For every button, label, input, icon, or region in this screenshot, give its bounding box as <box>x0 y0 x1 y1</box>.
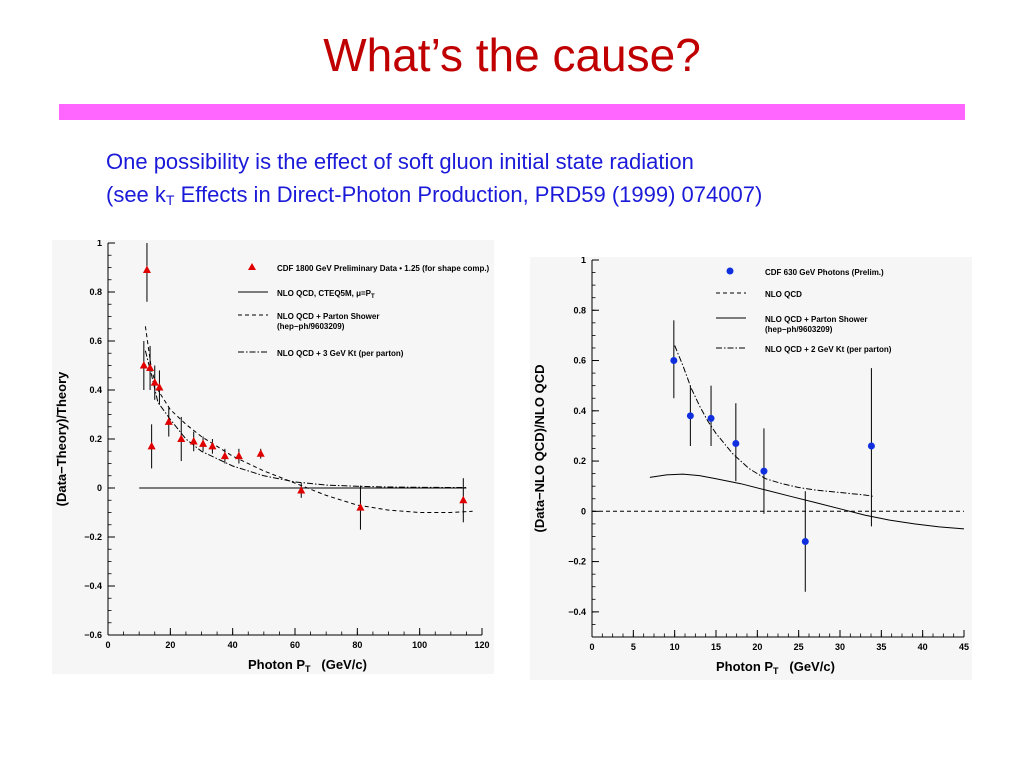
chart0-data-point <box>199 439 208 447</box>
chart0-y-tick-label: 1 <box>97 240 102 248</box>
chart1-data-point <box>686 412 694 420</box>
chart1-x-tick-label: 15 <box>711 642 721 652</box>
chart1-y-tick-label: 0 <box>581 506 586 516</box>
chart1-y-tick-label: −0.2 <box>568 557 586 567</box>
chart0-data-point <box>459 495 468 504</box>
chart1-x-tick-label: 45 <box>959 642 969 652</box>
chart0-y-axis-label: (Data−Theory)/Theory <box>54 371 69 506</box>
chart0-legend-label: NLO QCD + 3 GeV Kt (per parton) <box>277 349 404 358</box>
chart-panel-1800gev: −0.6 −0.4 −0.2 0 0.2 0.4 0.6 0.8 1 0 20 40 60 80 100 12… <box>52 238 494 674</box>
chart1-y-tick-label: 0.8 <box>573 305 586 315</box>
chart0-data-point <box>256 449 265 457</box>
chart1-data-point <box>732 439 740 447</box>
subtitle-line-2: (see kT Effects in Direct-Photon Product… <box>106 182 762 208</box>
chart0-y-tick-label: 0.6 <box>89 336 102 346</box>
subtitle-line-1: One possibility is the effect of soft gl… <box>106 149 694 174</box>
chart0-data-point <box>234 451 243 460</box>
chart0-data-point <box>208 441 217 450</box>
chart1-y-tick-label: 1 <box>581 257 586 265</box>
subtitle-line-2-post: Effects in Direct-Photon Production, PRD… <box>174 182 763 207</box>
chart1-curve-solid <box>649 473 965 530</box>
chart1-y-axis-label: (Data−NLO QCD)/NLO QCD <box>532 365 547 533</box>
chart0-x-tick-label: 20 <box>165 640 175 650</box>
chart1-x-tick-label: 40 <box>918 642 928 652</box>
chart0-y-tick-label: −0.2 <box>84 532 102 542</box>
chart0-data-point <box>356 503 365 511</box>
chart0-x-tick-label: 120 <box>474 640 489 650</box>
chart0-y-tick-label: 0.8 <box>89 287 102 297</box>
chart0-legend-label: NLO QCD, CTEQ5M, μ=PT <box>277 289 375 300</box>
chart1-data-point <box>670 357 678 365</box>
chart0-curve-dashed <box>144 326 473 513</box>
chart0-x-tick-label: 80 <box>352 640 362 650</box>
chart-630gev: −0.4−0.200.20.40.60.810 5 10 15 20 25 30 35 40 45… <box>532 255 969 676</box>
chart1-y-tick-label: 0.4 <box>573 406 586 416</box>
chart1-y-tick-label: 0.6 <box>573 356 586 366</box>
chart0-data-point <box>177 434 186 442</box>
chart-panel-630gev: −0.4 −0.2 0 0.2 0.4 0.6 0.8 1 0 5 10 15 20 25 30 35 40 45… <box>530 255 972 680</box>
chart0-legend-marker <box>248 263 256 270</box>
chart1-x-tick-label: 10 <box>670 642 680 652</box>
chart0-y-tick-label: −0.4 <box>84 581 102 591</box>
chart-1800gev: −0.6 −0.4 −0.2 0 0.2 0.4 0.6 0.8 1 0 20 40 60 80 100 12… <box>54 238 490 674</box>
chart1-legend-label: CDF 630 GeV Photons (Prelim.) <box>765 268 884 277</box>
chart0-x-tick-label: 0 <box>105 640 110 650</box>
chart0-y-tick-label: 0 <box>97 483 102 493</box>
chart0-data-point <box>150 378 159 386</box>
chart0-data-point <box>139 361 148 369</box>
chart1-x-tick-label: 5 <box>631 642 636 652</box>
chart0-legend-label: CDF 1800 GeV Preliminary Data • 1.25 (fo… <box>277 264 490 273</box>
chart1-x-tick-label: 25 <box>794 642 804 652</box>
chart0-data-point <box>146 363 155 371</box>
chart1-x-axis-label: Photon PT (GeV/c) <box>716 659 835 676</box>
chart0-data-point <box>142 265 151 273</box>
chart1-data-point <box>867 442 875 450</box>
chart1-data-point <box>707 414 715 422</box>
chart0-x-tick-label: 40 <box>228 640 238 650</box>
chart0-data-point <box>189 436 198 445</box>
chart1-legend-label: NLO QCD + Parton Shower <box>765 315 867 324</box>
chart0-data-point <box>297 485 306 494</box>
chart0-legend-label: NLO QCD + Parton Shower <box>277 312 379 321</box>
chart0-y-tick-label: −0.6 <box>84 630 102 640</box>
chart1-curve-dashdot <box>674 345 874 497</box>
chart1-data-point <box>801 537 809 545</box>
chart0-x-tick-label: 100 <box>412 640 427 650</box>
subtitle-line-2-sub: T <box>165 192 175 208</box>
chart1-legend-label: NLO QCD <box>765 290 802 299</box>
title-divider <box>59 104 965 120</box>
chart0-curve-dashdot <box>144 350 467 488</box>
chart1-legend-label: NLO QCD + 2 GeV Kt (per parton) <box>765 345 892 354</box>
chart1-x-tick-label: 0 <box>589 642 594 652</box>
chart0-data-point <box>164 417 173 425</box>
slide-title: What’s the cause? <box>323 29 701 81</box>
chart0-data-point <box>155 383 164 391</box>
chart1-y-tick-label: 0.2 <box>573 456 586 466</box>
chart1-x-tick-label: 30 <box>835 642 845 652</box>
chart0-y-tick-label: 0.2 <box>89 434 102 444</box>
chart1-legend-marker <box>726 267 734 275</box>
chart0-x-axis-label: Photon PT (GeV/c) <box>248 657 367 674</box>
chart0-data-point <box>147 441 156 450</box>
chart1-y-tick-label: −0.4 <box>568 607 586 617</box>
chart0-legend-label-line2: (hep−ph/9603209) <box>277 322 345 331</box>
chart1-data-point <box>760 467 768 475</box>
chart0-x-tick-label: 60 <box>290 640 300 650</box>
chart0-y-tick-label: 0.4 <box>89 385 102 395</box>
chart1-legend-label-line2: (hep−ph/9603209) <box>765 325 833 334</box>
chart0-data-point <box>220 451 229 460</box>
chart1-x-tick-label: 20 <box>752 642 762 652</box>
chart1-x-tick-label: 35 <box>876 642 886 652</box>
subtitle-line-2-pre: (see k <box>106 182 166 207</box>
